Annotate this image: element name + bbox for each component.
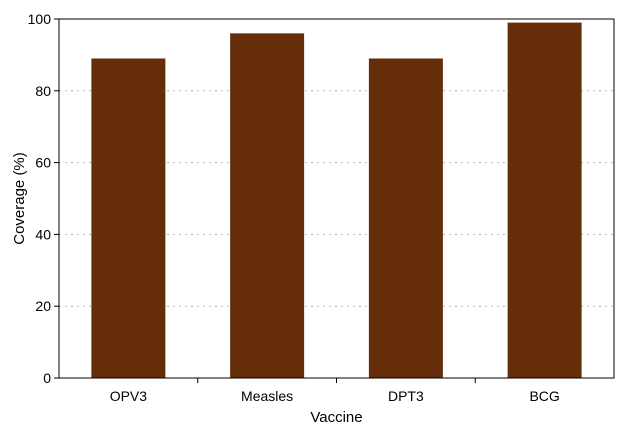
y-tick-label-100: 100 bbox=[28, 11, 52, 27]
x-tick-label-opv3: OPV3 bbox=[110, 388, 148, 404]
y-tick-label-20: 20 bbox=[35, 298, 51, 314]
x-tick-label-dpt3: DPT3 bbox=[388, 388, 424, 404]
y-axis-title: Coverage (%) bbox=[11, 152, 28, 245]
y-tick-label-40: 40 bbox=[35, 226, 51, 242]
bar-opv3 bbox=[91, 58, 166, 379]
x-axis-ticks: OPV3 Measles DPT3 BCG bbox=[110, 378, 560, 404]
y-tick-label-60: 60 bbox=[35, 155, 51, 171]
x-axis-title: Vaccine bbox=[310, 409, 362, 426]
bar-dpt3 bbox=[368, 58, 443, 379]
bar-measles bbox=[230, 33, 305, 379]
bar-bcg bbox=[507, 22, 582, 379]
bars bbox=[91, 22, 582, 379]
x-tick-label-measles: Measles bbox=[241, 388, 293, 404]
y-tick-label-80: 80 bbox=[35, 83, 51, 99]
y-axis-ticks: 0 20 40 60 80 100 bbox=[28, 11, 59, 386]
x-tick-label-bcg: BCG bbox=[529, 388, 559, 404]
y-tick-label-0: 0 bbox=[43, 370, 51, 386]
